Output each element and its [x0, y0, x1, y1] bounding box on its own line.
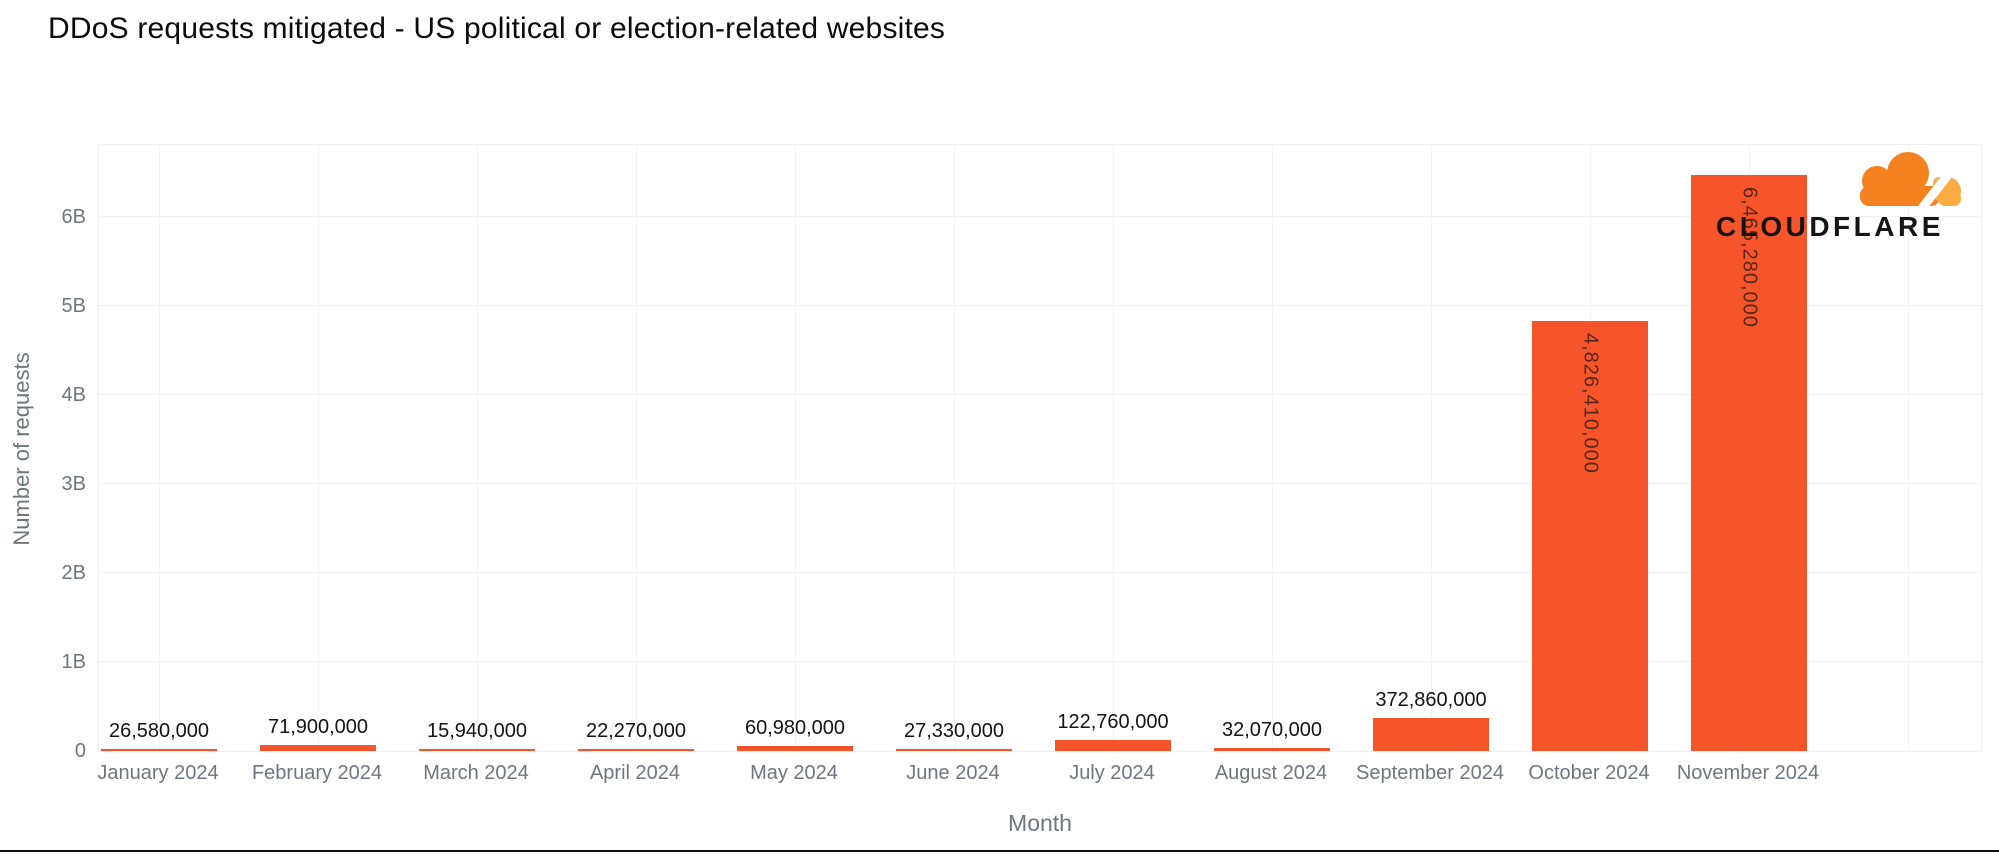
- gridline-x-8: [1431, 145, 1432, 751]
- bar-august-2024[interactable]: [1214, 748, 1330, 751]
- bar-november-2024[interactable]: [1691, 175, 1807, 751]
- bar-value-label: 71,900,000: [267, 716, 369, 738]
- gridline-y-5B: [99, 304, 1981, 306]
- gridline-y-6B: [99, 215, 1981, 217]
- bar-march-2024[interactable]: [419, 749, 535, 751]
- bar-value-label: 22,270,000: [585, 720, 687, 742]
- bar-value-label: 27,330,000: [903, 720, 1005, 742]
- x-tick-label-january-2024: January 2024: [97, 762, 219, 784]
- x-tick-label-october-2024: October 2024: [1528, 762, 1650, 784]
- x-tick-label-august-2024: August 2024: [1214, 762, 1328, 784]
- x-tick-label-april-2024: April 2024: [589, 762, 681, 784]
- y-tick-label-3B: 3B: [61, 472, 86, 495]
- gridline-y-1B: [99, 660, 1981, 662]
- gridline-x-3: [636, 145, 637, 751]
- x-tick-label-may-2024: May 2024: [750, 762, 838, 784]
- y-tick-label-0: 0: [74, 740, 86, 762]
- bar-september-2024[interactable]: [1373, 718, 1489, 751]
- gridline-x-2: [477, 145, 478, 751]
- y-tick-label-1B: 1B: [61, 650, 86, 673]
- x-tick-label-june-2024: June 2024: [906, 762, 1000, 784]
- gridline-x-0: [159, 145, 160, 751]
- gridline-x-4: [795, 145, 796, 751]
- cloudflare-logo: CLOUDFLARE: [1712, 148, 1976, 248]
- gridline-y-2B: [99, 571, 1981, 573]
- gridline-x-11: [1908, 145, 1909, 751]
- x-tick-label-february-2024: February 2024: [251, 762, 383, 784]
- gridline-x-5: [954, 145, 955, 751]
- gridline-y-3B: [99, 482, 1981, 484]
- gridline-x-1: [318, 145, 319, 751]
- bar-april-2024[interactable]: [578, 749, 694, 751]
- x-tick-label-march-2024: March 2024: [423, 762, 529, 784]
- y-tick-label-6B: 6B: [61, 205, 86, 228]
- bar-value-label: 372,860,000: [1375, 689, 1487, 711]
- bar-value-label: 6,465,280,000: [1738, 187, 1761, 328]
- x-tick-label-november-2024: November 2024: [1676, 762, 1820, 784]
- gridline-x-7: [1272, 145, 1273, 751]
- bar-value-label: 15,940,000: [426, 720, 528, 742]
- x-tick-label-july-2024: July 2024: [1069, 762, 1155, 784]
- y-tick-label-4B: 4B: [61, 383, 86, 406]
- bar-value-label: 26,580,000: [108, 720, 210, 742]
- gridline-x-6: [1113, 145, 1114, 751]
- bar-value-label: 4,826,410,000: [1579, 333, 1602, 474]
- bar-value-label: 122,760,000: [1057, 711, 1169, 733]
- chart-title: DDoS requests mitigated - US political o…: [48, 12, 946, 45]
- y-tick-label-2B: 2B: [61, 561, 86, 584]
- bar-value-label: 32,070,000: [1221, 719, 1323, 741]
- cloudflare-wordmark: CLOUDFLARE: [1716, 211, 1944, 242]
- y-axis-title: Number of requests: [9, 352, 34, 546]
- bar-june-2024[interactable]: [896, 749, 1012, 751]
- x-tick-label-september-2024: September 2024: [1356, 762, 1504, 784]
- cloudflare-cloud-icon: [1860, 152, 1961, 210]
- bar-january-2024[interactable]: [101, 749, 217, 751]
- bar-july-2024[interactable]: [1055, 740, 1171, 751]
- bar-value-label: 60,980,000: [744, 717, 846, 739]
- bar-october-2024[interactable]: [1532, 321, 1648, 751]
- window-bottom-edge: [0, 850, 1999, 852]
- gridline-y-4B: [99, 393, 1981, 395]
- y-tick-label-5B: 5B: [61, 294, 86, 317]
- bar-may-2024[interactable]: [737, 746, 853, 751]
- bar-february-2024[interactable]: [260, 745, 376, 751]
- x-axis-title: Month: [1008, 810, 1072, 836]
- plot-area: 26,580,000 71,900,000 15,940,000 22,270,000…: [98, 144, 1982, 752]
